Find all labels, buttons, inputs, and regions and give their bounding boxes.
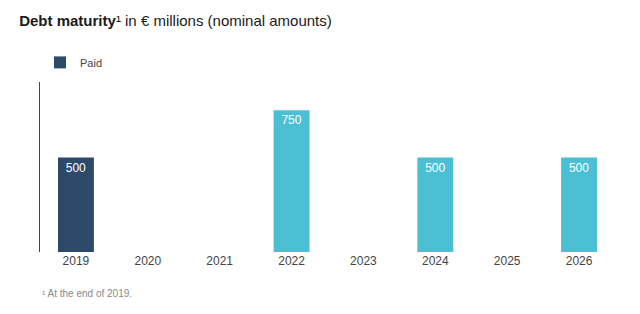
svg-text:2026: 2026 [566,254,593,268]
svg-text:2022: 2022 [278,254,305,268]
svg-text:500: 500 [66,161,86,175]
svg-text:2025: 2025 [494,254,521,268]
svg-text:2019: 2019 [63,254,90,268]
svg-text:¹ At the end of 2019.: ¹ At the end of 2019. [42,288,132,299]
svg-text:Paid: Paid [80,57,102,69]
svg-text:2024: 2024 [422,254,449,268]
svg-text:500: 500 [569,161,589,175]
svg-text:750: 750 [281,113,301,127]
svg-text:2021: 2021 [206,254,233,268]
svg-text:2023: 2023 [350,254,377,268]
svg-text:500: 500 [425,161,445,175]
svg-text:2020: 2020 [134,254,161,268]
svg-text:Debt maturity¹ in € millions (: Debt maturity¹ in € millions (nominal am… [19,12,332,29]
